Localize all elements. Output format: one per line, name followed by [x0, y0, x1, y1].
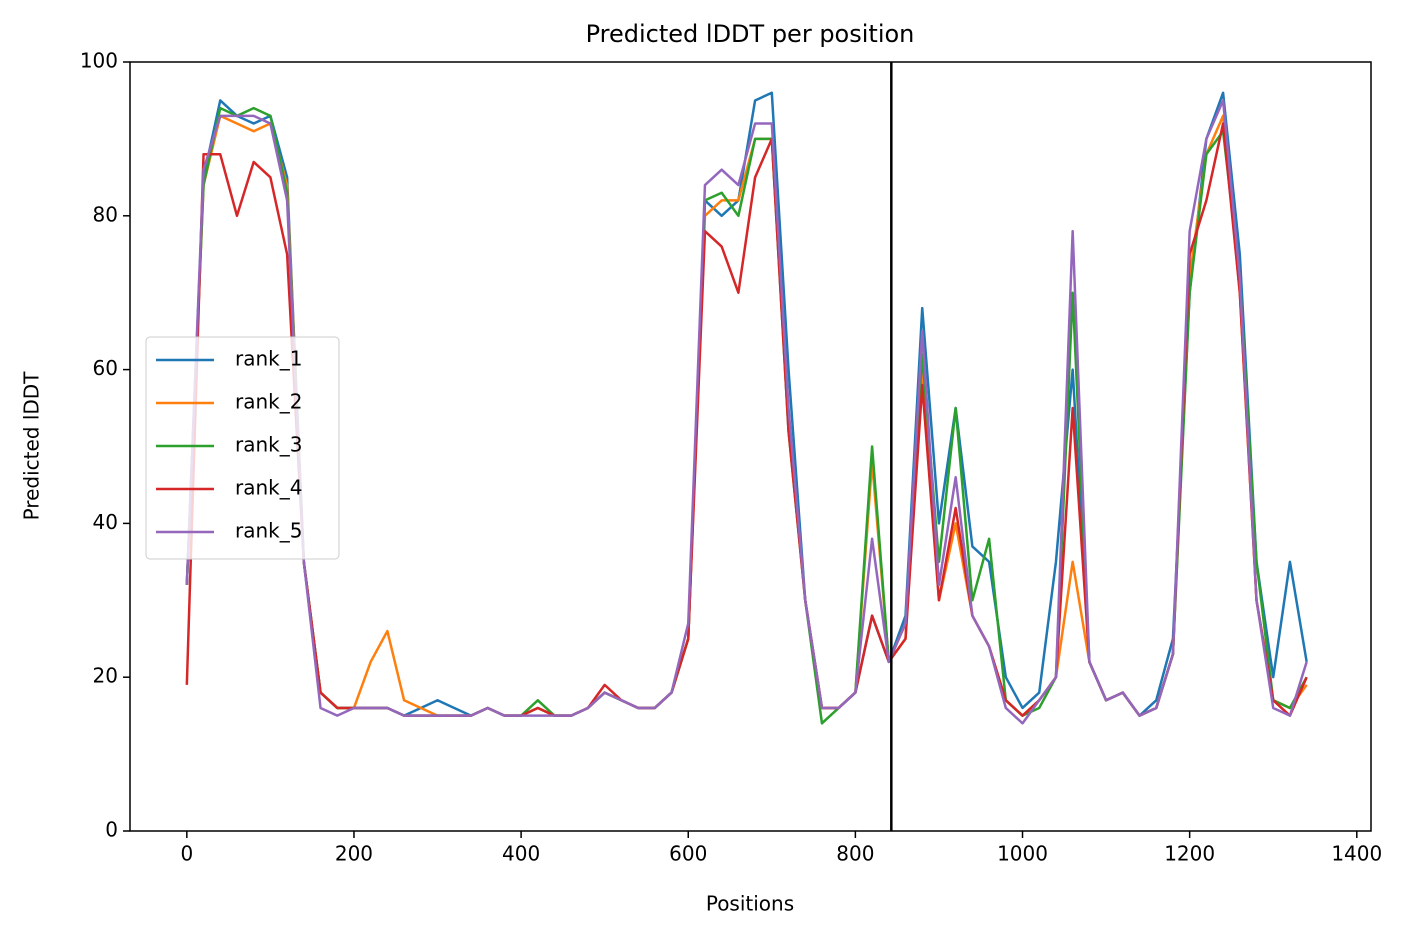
- x-tick-label: 400: [502, 842, 540, 866]
- x-tick-label: 1400: [1331, 842, 1382, 866]
- y-tick-label: 20: [93, 664, 118, 688]
- legend-label: rank_1: [235, 347, 302, 371]
- series-line: [185, 91, 1308, 717]
- y-tick-label: 100: [80, 49, 118, 73]
- x-tick-label: 600: [669, 842, 707, 866]
- legend-label: rank_3: [235, 433, 302, 457]
- y-tick-label: 0: [105, 818, 118, 842]
- x-tick-label: 0: [180, 842, 193, 866]
- x-tick-label: 1200: [1164, 842, 1215, 866]
- x-axis-label: Positions: [706, 892, 794, 916]
- y-tick-label: 40: [93, 510, 118, 534]
- series-line: [185, 106, 1308, 725]
- legend-label: rank_4: [235, 476, 302, 500]
- legend-label: rank_5: [235, 519, 302, 543]
- y-tick-label: 80: [93, 202, 118, 226]
- x-tick-label: 200: [335, 842, 373, 866]
- series-line: [185, 99, 1308, 725]
- series-line: [185, 122, 1308, 717]
- x-tick-label: 800: [836, 842, 874, 866]
- chart-title: Predicted lDDT per position: [586, 20, 915, 48]
- y-tick-label: 60: [93, 356, 118, 380]
- legend-label: rank_2: [235, 390, 302, 414]
- plot-frame: [129, 61, 1372, 832]
- legend-box: [145, 336, 340, 560]
- x-tick-label: 1000: [997, 842, 1048, 866]
- y-axis-label: Predicted lDDT: [20, 371, 44, 521]
- series-line: [185, 114, 1308, 717]
